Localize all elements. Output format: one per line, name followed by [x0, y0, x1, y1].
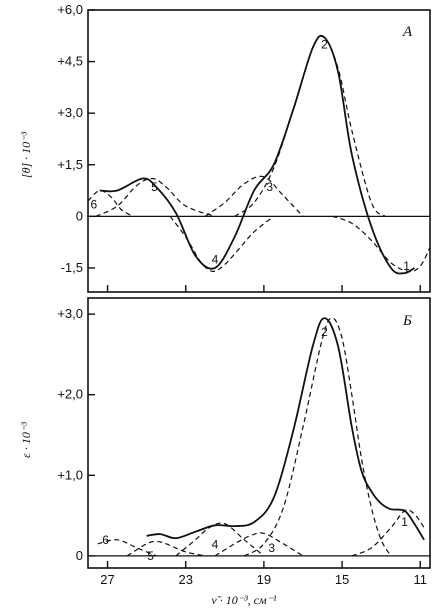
curve-label-2: 2: [321, 37, 328, 51]
component-curve-2: [243, 317, 392, 557]
curve-label-5: 5: [151, 180, 158, 194]
curve-label-1: 1: [401, 515, 408, 529]
panel-a-y-axis-label: [θ] · 10⁻³: [19, 132, 33, 179]
sum-curve: [146, 317, 425, 541]
curve-label-4: 4: [212, 538, 219, 552]
panel-a-frame: [87, 9, 431, 293]
panel-b-label: Б: [402, 313, 412, 329]
y-tick-label: +1,5: [57, 157, 83, 172]
panel-b-y-axis-label: ε · 10⁻³: [19, 422, 33, 458]
component-curve-1: [351, 509, 425, 557]
y-tick-label: 0: [76, 548, 83, 563]
component-curve-5: [126, 540, 206, 557]
component-curve-3: [214, 532, 304, 557]
x-tick-label: 19: [257, 572, 271, 587]
curve-label-3: 3: [266, 180, 273, 194]
component-curve-4: [169, 215, 275, 273]
curve-label-2: 2: [321, 325, 328, 339]
curve-label-6: 6: [102, 533, 109, 547]
component-curve-1: [332, 215, 431, 273]
component-curve-5: [95, 177, 216, 217]
x-tick-label: 15: [335, 572, 349, 587]
sum-curve: [99, 34, 415, 275]
component-curve-6: [87, 189, 134, 217]
panel-a: A [θ] · 10⁻³ -1,5 0 +1,5 +3,0 +4,5 +6,0 1 2 3 4 5 6: [19, 2, 431, 293]
x-tick-label: 27: [100, 572, 114, 587]
y-tick-label: +3,0: [57, 306, 83, 321]
x-tick-label: 11: [413, 572, 427, 587]
component-curve-3: [204, 175, 304, 217]
curve-label-3: 3: [268, 541, 275, 555]
y-tick-label: +3,0: [57, 105, 83, 120]
curve-label-1: 1: [403, 259, 410, 273]
y-tick-label: 0: [76, 208, 83, 223]
y-tick-label: +2,0: [57, 387, 83, 402]
curve-label-6: 6: [91, 197, 98, 211]
panel-a-label: A: [402, 24, 413, 40]
component-curve-2: [234, 35, 386, 217]
component-curve-6: [97, 539, 157, 557]
curve-label-4: 4: [212, 252, 219, 266]
y-tick-label: +4,5: [57, 54, 83, 69]
x-tick-label: 23: [178, 572, 192, 587]
y-tick-label: -1,5: [61, 260, 83, 275]
curve-label-5: 5: [147, 549, 154, 563]
panel-b-frame: [87, 297, 431, 569]
y-tick-label: +1,0: [57, 467, 83, 482]
panel-b: Б ε · 10⁻³ ν̃ · 10⁻³, см⁻¹ 0 +1,0 +2,0 +3,0…: [19, 297, 431, 607]
y-tick-label: +6,0: [57, 2, 83, 17]
component-curve-4: [175, 522, 265, 557]
panel-b-x-axis-label: ν̃ · 10⁻³, см⁻¹: [211, 593, 277, 607]
